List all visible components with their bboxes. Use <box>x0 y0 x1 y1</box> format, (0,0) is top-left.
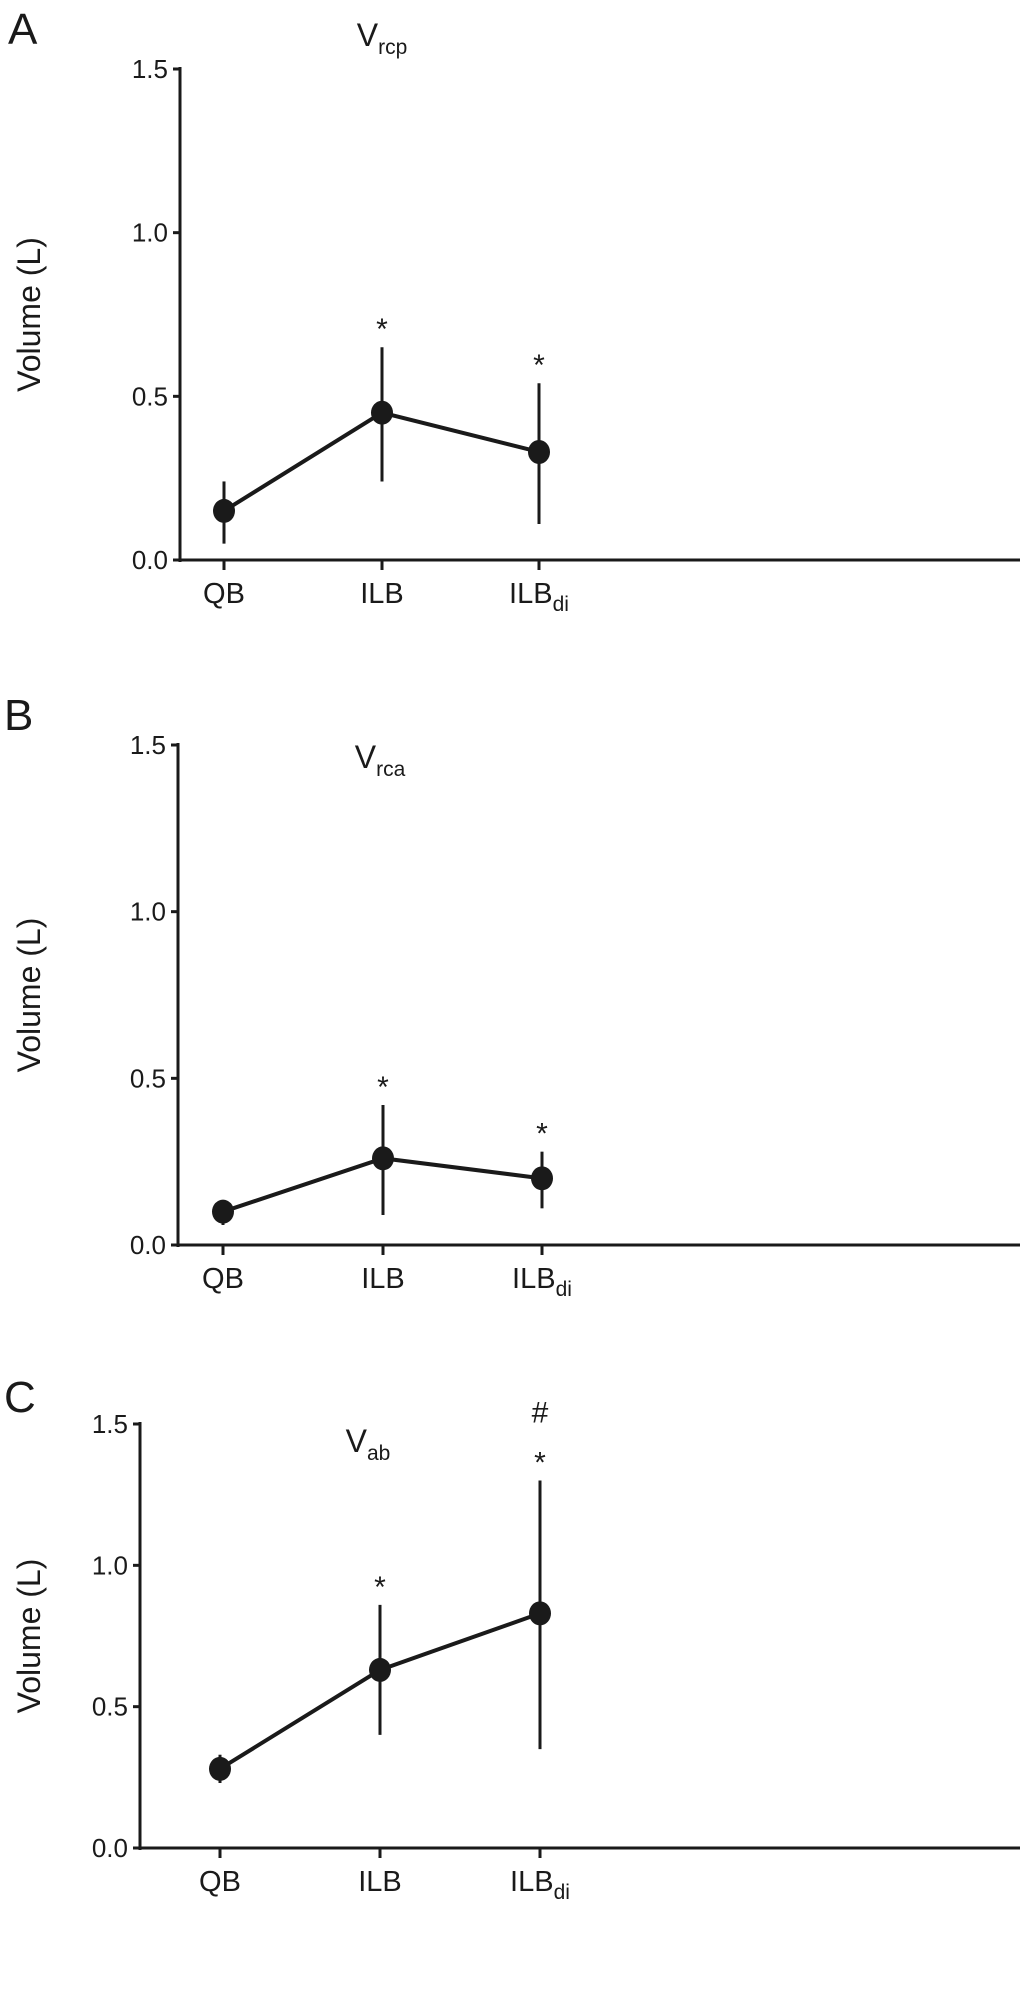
data-point <box>528 439 550 464</box>
data-point <box>372 1146 394 1171</box>
x-tick-label: ILB <box>360 578 404 610</box>
y-tick-label: 1.5 <box>132 54 168 84</box>
data-point <box>212 1199 234 1224</box>
y-tick-label: 0.0 <box>92 1833 128 1863</box>
y-tick-label: 1.5 <box>92 1409 128 1439</box>
significance-hash: # <box>532 1397 549 1430</box>
x-tick-label: ILBdi <box>509 578 569 616</box>
panel-title: Vrca <box>355 739 406 781</box>
x-tick-main: QB <box>199 1866 241 1898</box>
x-tick-main: ILB <box>512 1263 556 1295</box>
y-tick-label: 1.0 <box>132 218 168 248</box>
title-subscript: rca <box>376 758 405 781</box>
x-tick-label: ILB <box>361 1263 405 1295</box>
x-tick-main: ILB <box>510 1866 554 1898</box>
x-tick-main: ILB <box>360 578 404 610</box>
x-tick-label: QB <box>199 1866 241 1898</box>
x-tick-main: QB <box>202 1263 244 1295</box>
data-point <box>209 1756 231 1781</box>
x-tick-subscript: di <box>554 1881 570 1904</box>
x-tick-label: ILBdi <box>512 1263 572 1301</box>
x-tick-main: QB <box>203 578 245 610</box>
data-point <box>369 1657 391 1682</box>
panel-title: Vrcp <box>357 17 408 59</box>
y-axis-label: Volume (L) <box>11 1559 47 1714</box>
y-tick-label: 0.5 <box>92 1692 128 1722</box>
y-tick-label: 1.0 <box>130 897 166 927</box>
significance-asterisk: * <box>376 313 388 346</box>
title-main: V <box>357 17 379 53</box>
data-point <box>529 1601 551 1626</box>
panel-letter: B <box>4 691 33 740</box>
title-subscript: rcp <box>378 36 407 59</box>
y-axis-label: Volume (L) <box>11 237 47 392</box>
y-tick-label: 0.0 <box>130 1230 166 1260</box>
title-main: V <box>346 1423 368 1459</box>
x-tick-label: ILB <box>358 1866 402 1898</box>
panel-letter: A <box>8 5 38 54</box>
x-tick-main: ILB <box>361 1263 405 1295</box>
data-point <box>213 498 235 523</box>
y-axis-label: Volume (L) <box>11 918 47 1073</box>
significance-asterisk: * <box>536 1118 548 1151</box>
x-tick-main: ILB <box>358 1866 402 1898</box>
panel-letter: C <box>4 1373 36 1422</box>
x-tick-label: ILBdi <box>510 1866 570 1904</box>
title-subscript: ab <box>367 1442 390 1465</box>
y-tick-label: 1.0 <box>92 1550 128 1580</box>
x-tick-label: QB <box>203 578 245 610</box>
x-tick-subscript: di <box>553 593 569 616</box>
panel-title: Vab <box>346 1423 391 1465</box>
x-tick-label: QB <box>202 1263 244 1295</box>
title-main: V <box>355 739 377 775</box>
y-tick-label: 1.5 <box>130 730 166 760</box>
y-tick-label: 0.0 <box>132 545 168 575</box>
significance-asterisk: * <box>533 349 545 382</box>
data-point <box>371 400 393 425</box>
y-tick-label: 0.5 <box>132 381 168 411</box>
significance-asterisk: * <box>374 1571 386 1604</box>
x-tick-main: ILB <box>509 578 553 610</box>
significance-asterisk: * <box>377 1071 389 1104</box>
x-tick-subscript: di <box>556 1278 572 1301</box>
significance-asterisk: * <box>534 1447 546 1480</box>
data-point <box>531 1166 553 1191</box>
y-tick-label: 0.5 <box>130 1063 166 1093</box>
